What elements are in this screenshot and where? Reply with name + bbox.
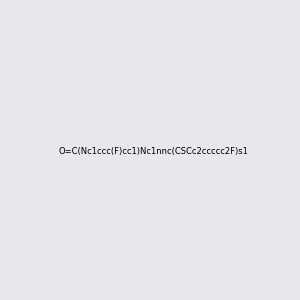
- Text: O=C(Nc1ccc(F)cc1)Nc1nnc(CSCc2ccccc2F)s1: O=C(Nc1ccc(F)cc1)Nc1nnc(CSCc2ccccc2F)s1: [59, 147, 249, 156]
